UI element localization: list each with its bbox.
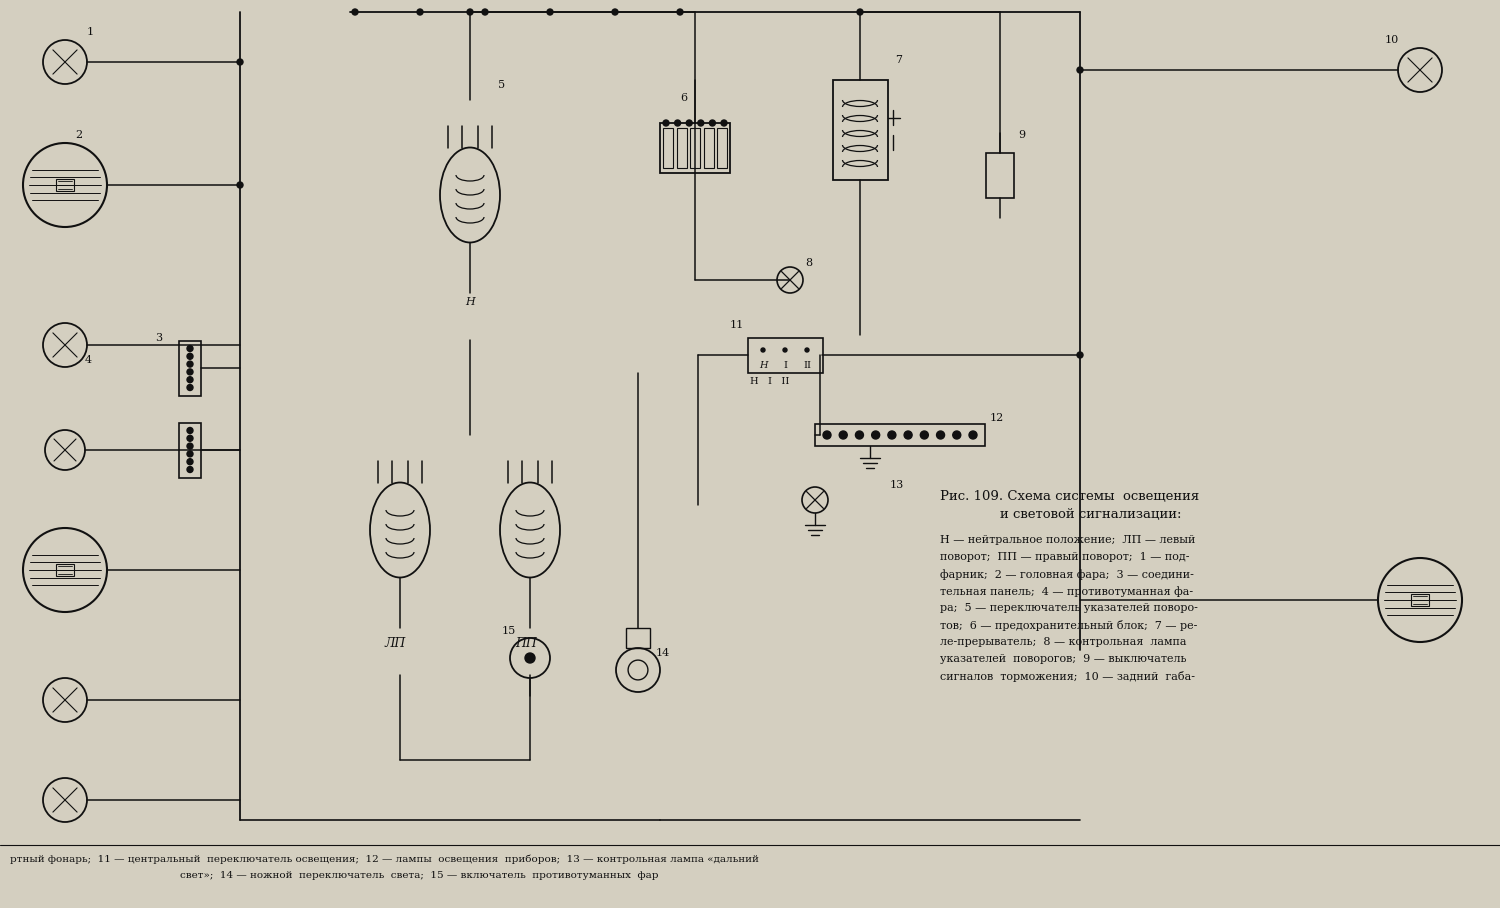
- Circle shape: [710, 120, 716, 126]
- Text: Н: Н: [465, 297, 474, 307]
- Bar: [815, 424, 986, 446]
- Text: Н — нейтральное положение;  ЛП — левый: Н — нейтральное положение; ЛП — левый: [940, 535, 1196, 545]
- Text: и световой сигнализации:: и световой сигнализации:: [1000, 508, 1182, 521]
- Text: 14: 14: [656, 648, 670, 658]
- Circle shape: [188, 435, 194, 441]
- Bar: [704, 128, 714, 168]
- Text: ртный фонарь;  11 — центральный  переключатель освещения;  12 — лампы  освещения: ртный фонарь; 11 — центральный переключа…: [10, 855, 759, 864]
- Text: 15: 15: [503, 626, 516, 636]
- Bar: [56, 564, 74, 576]
- Circle shape: [188, 467, 194, 472]
- Circle shape: [188, 377, 194, 382]
- Circle shape: [760, 348, 765, 352]
- Bar: [660, 123, 730, 173]
- Circle shape: [686, 120, 692, 126]
- Circle shape: [466, 9, 472, 15]
- Text: поворот;  ПП — правый поворот;  1 — под-: поворот; ПП — правый поворот; 1 — под-: [940, 552, 1190, 562]
- Bar: [663, 128, 674, 168]
- Circle shape: [188, 443, 194, 449]
- Text: тельная панель;  4 — противотуманная фа-: тельная панель; 4 — противотуманная фа-: [940, 586, 1192, 597]
- Text: 2: 2: [75, 130, 82, 140]
- Text: свет»;  14 — ножной  переключатель  света;  15 — включатель  противотуманных  фа: свет»; 14 — ножной переключатель света; …: [180, 871, 658, 880]
- Text: 1: 1: [87, 27, 94, 37]
- Text: Рис. 109. Схема системы  освещения: Рис. 109. Схема системы освещения: [940, 490, 1200, 503]
- Text: ле-прерыватель;  8 — контрольная  лампа: ле-прерыватель; 8 — контрольная лампа: [940, 637, 1186, 647]
- Text: 9: 9: [1019, 130, 1025, 140]
- Text: 6: 6: [680, 93, 687, 103]
- Text: ра;  5 — переключатель указателей поворо-: ра; 5 — переключатель указателей поворо-: [940, 603, 1198, 613]
- Bar: [747, 338, 822, 372]
- Text: 7: 7: [896, 55, 902, 65]
- Circle shape: [188, 451, 194, 457]
- Text: Н   I   II: Н I II: [750, 377, 789, 386]
- Circle shape: [839, 431, 848, 439]
- Circle shape: [1077, 352, 1083, 358]
- Circle shape: [525, 653, 536, 663]
- Circle shape: [188, 384, 194, 390]
- Circle shape: [548, 9, 554, 15]
- Circle shape: [237, 182, 243, 188]
- Circle shape: [188, 428, 194, 433]
- Circle shape: [417, 9, 423, 15]
- Circle shape: [888, 431, 896, 439]
- Text: тов;  6 — предохранительный блок;  7 — ре-: тов; 6 — предохранительный блок; 7 — ре-: [940, 620, 1197, 631]
- Text: 5: 5: [498, 80, 506, 90]
- Text: 10: 10: [1384, 35, 1400, 45]
- Bar: [178, 422, 201, 478]
- Circle shape: [237, 59, 243, 65]
- Text: сигналов  торможения;  10 — задний  габа-: сигналов торможения; 10 — задний габа-: [940, 671, 1196, 682]
- Text: 12: 12: [990, 413, 1005, 423]
- Circle shape: [676, 9, 682, 15]
- Circle shape: [675, 120, 681, 126]
- Circle shape: [871, 431, 879, 439]
- Text: 8: 8: [806, 258, 812, 268]
- Circle shape: [952, 431, 962, 439]
- Circle shape: [188, 353, 194, 360]
- Circle shape: [969, 431, 976, 439]
- Bar: [833, 80, 888, 180]
- Circle shape: [904, 431, 912, 439]
- Circle shape: [612, 9, 618, 15]
- Circle shape: [352, 9, 358, 15]
- Bar: [56, 179, 74, 191]
- Bar: [626, 628, 650, 648]
- Circle shape: [921, 431, 928, 439]
- Circle shape: [188, 459, 194, 465]
- Bar: [178, 340, 201, 396]
- Text: 11: 11: [730, 320, 744, 330]
- Circle shape: [936, 431, 945, 439]
- Bar: [690, 128, 700, 168]
- Text: указателей  поворогов;  9 — выключатель: указателей поворогов; 9 — выключатель: [940, 654, 1186, 664]
- Text: фарник;  2 — головная фара;  3 — соедини-: фарник; 2 — головная фара; 3 — соедини-: [940, 569, 1194, 580]
- Circle shape: [698, 120, 703, 126]
- Bar: [986, 153, 1014, 198]
- Bar: [1412, 594, 1430, 606]
- Circle shape: [783, 348, 788, 352]
- Circle shape: [188, 346, 194, 351]
- Text: 3: 3: [154, 333, 162, 343]
- Circle shape: [855, 431, 864, 439]
- Text: I: I: [783, 361, 788, 370]
- Text: II: II: [802, 361, 812, 370]
- Circle shape: [824, 431, 831, 439]
- Text: ПП: ПП: [514, 637, 537, 650]
- Circle shape: [188, 369, 194, 375]
- Text: 4: 4: [86, 355, 92, 365]
- Circle shape: [482, 9, 488, 15]
- Circle shape: [663, 120, 669, 126]
- Text: ЛП: ЛП: [386, 637, 406, 650]
- Bar: [717, 128, 728, 168]
- Bar: [676, 128, 687, 168]
- Circle shape: [856, 9, 862, 15]
- Circle shape: [1077, 67, 1083, 73]
- Circle shape: [188, 361, 194, 367]
- Text: Н: Н: [759, 361, 766, 370]
- Text: 13: 13: [890, 480, 904, 490]
- Circle shape: [806, 348, 808, 352]
- Circle shape: [722, 120, 728, 126]
